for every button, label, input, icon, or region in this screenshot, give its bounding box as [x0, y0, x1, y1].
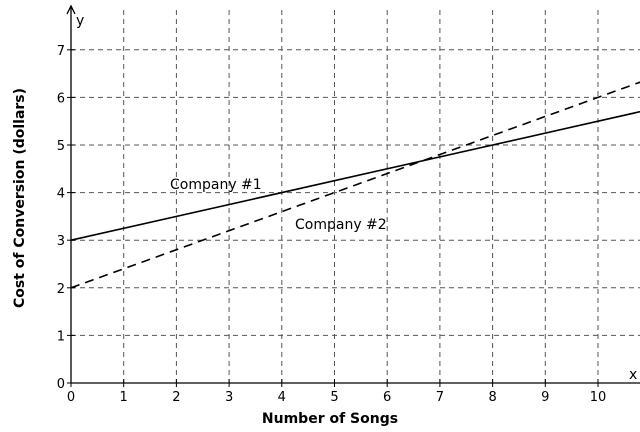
x-tick-label-5: 5: [330, 390, 338, 405]
y-tick-label-0: 0: [57, 377, 65, 392]
axes: [66, 4, 640, 387]
x-tick-label-3: 3: [225, 390, 233, 405]
x-axis-title: Number of Songs: [262, 411, 398, 427]
x-tick-label-6: 6: [383, 390, 391, 405]
x-tick-label-2: 2: [172, 390, 180, 405]
y-axis-arrow: [66, 4, 76, 15]
y-tick-label-6: 6: [57, 91, 65, 106]
x-tick-label-0: 0: [67, 390, 75, 405]
series-label-company-2: Company #2: [295, 217, 387, 233]
grid: [71, 10, 640, 383]
x-tick-label-9: 9: [541, 390, 549, 405]
y-tick-label-1: 1: [57, 329, 65, 344]
x-tick-label-7: 7: [436, 390, 444, 405]
x-tick-label-4: 4: [278, 390, 286, 405]
series-line-1: [70, 110, 640, 241]
series-line-2: [70, 81, 640, 289]
y-axis-title: Cost of Conversion (dollars): [12, 88, 28, 308]
series-lines: [70, 81, 640, 289]
y-tick-label-4: 4: [57, 187, 65, 202]
series-label-company-1: Company #1: [170, 177, 262, 193]
x-tick-label-1: 1: [120, 390, 128, 405]
x-tick-label-8: 8: [488, 390, 496, 405]
x-axis-letter: x: [629, 367, 637, 383]
y-tick-label-3: 3: [57, 234, 65, 249]
y-axis-letter: y: [76, 13, 84, 29]
y-tick-label-2: 2: [57, 282, 65, 297]
y-tick-label-5: 5: [57, 139, 65, 154]
tick-labels: 0 1 2 3 4 5 6 7 8 9 10 0 1 2 3 4 5 6 7: [57, 44, 607, 405]
x-tick-label-10: 10: [590, 390, 607, 405]
y-tick-label-7: 7: [57, 44, 65, 59]
